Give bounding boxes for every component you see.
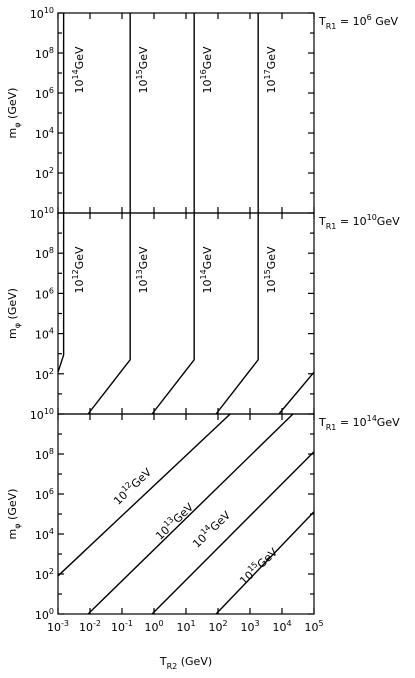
y-tick-label: 106 bbox=[35, 86, 54, 102]
contour-line bbox=[87, 213, 131, 415]
line-label: 1017GeV bbox=[263, 46, 279, 93]
x-tick-label: 10-1 bbox=[111, 619, 133, 635]
y-tick-label: 1010 bbox=[30, 407, 54, 423]
line-label: 1013GeV bbox=[151, 499, 196, 543]
plot-frame bbox=[57, 12, 315, 214]
panel-title: TR1 = 1010GeV bbox=[318, 213, 400, 231]
line-label: 1014GeV bbox=[71, 46, 87, 93]
y-axis-label: mφ (GeV) bbox=[6, 489, 22, 540]
line-label: 1012GeV bbox=[71, 246, 87, 293]
y-tick-label: 106 bbox=[35, 286, 54, 302]
x-tick-label: 10-3 bbox=[47, 619, 69, 635]
x-tick-label: 10-2 bbox=[79, 619, 101, 635]
y-tick-label: 1010 bbox=[30, 206, 54, 222]
y-tick-label: 102 bbox=[35, 166, 54, 182]
x-tick-label: 100 bbox=[144, 619, 163, 635]
x-tick-label: 102 bbox=[208, 619, 227, 635]
line-label: 1016GeV bbox=[199, 46, 215, 93]
y-tick-label: 104 bbox=[35, 126, 54, 142]
x-tick-label: 104 bbox=[272, 619, 291, 635]
y-tick-label: 102 bbox=[35, 366, 54, 382]
y-tick-label: 102 bbox=[35, 567, 54, 583]
x-tick-label: 105 bbox=[304, 619, 323, 635]
line-label: 1015GeV bbox=[135, 46, 151, 93]
y-tick-label: 108 bbox=[35, 246, 54, 262]
x-tick-label: 103 bbox=[240, 619, 259, 635]
y-tick-label: 100 bbox=[35, 607, 54, 623]
contour-line bbox=[151, 451, 315, 615]
plot-frame bbox=[57, 212, 315, 415]
contour-line bbox=[151, 213, 195, 415]
line-label: 1015GeV bbox=[263, 246, 279, 293]
panel-title: TR1 = 1014GeV bbox=[318, 414, 400, 432]
y-axis-label: mφ (GeV) bbox=[6, 88, 22, 139]
y-tick-label: 106 bbox=[35, 487, 54, 503]
contour-line bbox=[215, 511, 315, 615]
line-label: 1013GeV bbox=[135, 246, 151, 293]
contour-line bbox=[278, 371, 315, 415]
line-label: 1015GeV bbox=[235, 544, 280, 588]
x-axis-label: TR2 (GeV) bbox=[159, 655, 212, 671]
line-label: 1014GeV bbox=[188, 507, 233, 551]
contour-line bbox=[57, 213, 65, 373]
y-axis-label: mφ (GeV) bbox=[6, 288, 22, 339]
y-tick-label: 108 bbox=[35, 447, 54, 463]
y-tick-label: 108 bbox=[35, 46, 54, 62]
y-tick-label: 104 bbox=[35, 527, 54, 543]
contour-line bbox=[215, 213, 259, 415]
contour-line bbox=[57, 413, 231, 577]
y-tick-label: 1010 bbox=[30, 6, 54, 22]
line-label: 1012GeV bbox=[109, 464, 154, 508]
panel-title: TR1 = 106 GeV bbox=[318, 13, 398, 31]
x-tick-label: 101 bbox=[176, 619, 195, 635]
contour-line bbox=[87, 413, 294, 615]
y-tick-label: 104 bbox=[35, 326, 54, 342]
line-label: 1014GeV bbox=[199, 246, 215, 293]
